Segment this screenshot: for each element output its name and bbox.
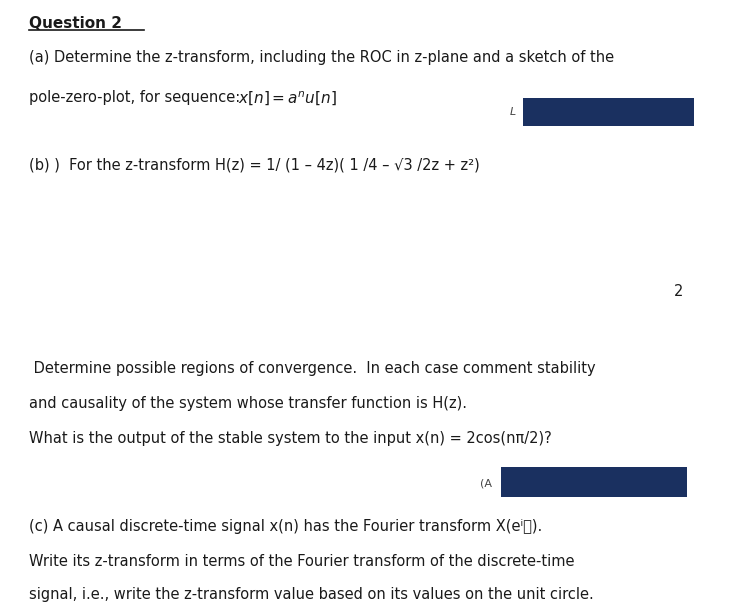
Text: Write its z-transform in terms of the Fourier transform of the discrete-time: Write its z-transform in terms of the Fo…: [29, 554, 575, 569]
Text: 2: 2: [674, 284, 683, 299]
Text: (a) Determine the z-transform, including the ROC in z-plane and a sketch of the: (a) Determine the z-transform, including…: [29, 50, 614, 65]
Bar: [501, 467, 687, 497]
Text: Question 2: Question 2: [29, 16, 122, 31]
Text: L: L: [510, 107, 516, 117]
Text: Determine possible regions of convergence.  In each case comment stability: Determine possible regions of convergenc…: [29, 361, 596, 376]
Text: (c) A causal discrete-time signal x(n) has the Fourier transform X(eⁱᵜ).: (c) A causal discrete-time signal x(n) h…: [29, 519, 542, 534]
Text: $x[n] = a^n u[n]$: $x[n] = a^n u[n]$: [238, 90, 336, 108]
Text: pole-zero-plot, for sequence:: pole-zero-plot, for sequence:: [29, 90, 250, 105]
Text: What is the output of the stable system to the input x(n) = 2cos(nπ/2)?: What is the output of the stable system …: [29, 431, 552, 447]
Text: and causality of the system whose transfer function is H(z).: and causality of the system whose transf…: [29, 396, 467, 411]
Text: (A: (A: [480, 478, 492, 488]
Text: (b) )  For the z-transform H(z) = 1/ (1 – 4z)( 1 /4 – √3 /2z + z²): (b) ) For the z-transform H(z) = 1/ (1 –…: [29, 158, 480, 173]
Bar: [523, 98, 694, 126]
Text: signal, i.e., write the z-transform value based on its values on the unit circle: signal, i.e., write the z-transform valu…: [29, 587, 594, 602]
